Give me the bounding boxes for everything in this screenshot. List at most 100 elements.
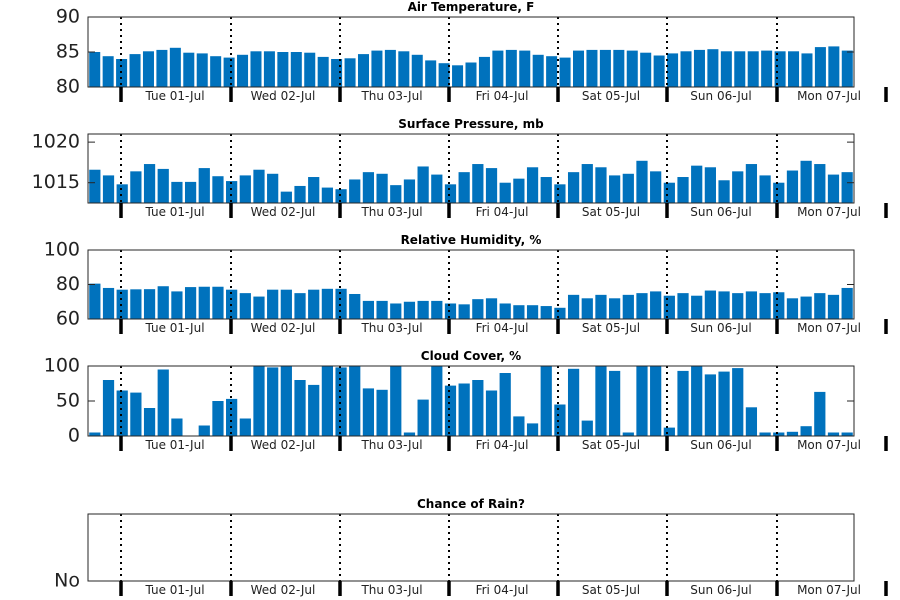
- xtick-label: Sun 06-Jul: [690, 89, 751, 103]
- bar: [526, 167, 539, 203]
- xtick-label: Thu 03-Jul: [360, 583, 422, 597]
- bar: [444, 385, 457, 436]
- ytick-label: 80: [56, 76, 80, 98]
- xtick-label: Sat 05-Jul: [582, 438, 640, 452]
- bar: [814, 293, 826, 320]
- bar: [143, 408, 156, 436]
- bar: [827, 294, 840, 319]
- bar: [677, 293, 689, 320]
- bar: [89, 432, 101, 436]
- bar: [239, 175, 251, 203]
- bar: [157, 286, 169, 319]
- bar: [349, 179, 361, 203]
- chart-panel-2: 1015 1020 Tue 01-Jul Wed 02-Jul Thu 03-Jul Fr…: [32, 117, 888, 219]
- bar: [183, 52, 195, 87]
- bar: [304, 52, 316, 87]
- bar: [129, 54, 141, 87]
- bar: [567, 172, 580, 203]
- bar: [196, 53, 208, 87]
- bar: [458, 383, 470, 436]
- bar: [513, 305, 525, 319]
- bar: [707, 49, 719, 87]
- bar: [554, 404, 566, 436]
- xtick-label: Tue 01-Jul: [144, 89, 204, 103]
- bar: [663, 295, 675, 319]
- bar: [308, 177, 320, 203]
- bar: [759, 293, 771, 320]
- bar: [237, 54, 249, 87]
- bar: [567, 368, 580, 436]
- bar: [478, 56, 490, 87]
- xtick-label: Wed 02-Jul: [251, 583, 316, 597]
- bar: [226, 398, 238, 436]
- bar: [157, 168, 169, 203]
- ytick-label: 80: [56, 273, 80, 295]
- bar: [308, 289, 320, 319]
- bar: [349, 293, 361, 319]
- bar: [650, 291, 662, 319]
- bar: [263, 51, 275, 87]
- bar: [788, 51, 800, 87]
- bar: [198, 168, 210, 203]
- bar: [398, 51, 410, 87]
- bar: [691, 295, 703, 319]
- bar: [499, 303, 511, 319]
- bar: [532, 54, 544, 87]
- xtick-label: Sun 06-Jul: [690, 205, 751, 219]
- bar: [595, 294, 607, 319]
- bar: [581, 298, 593, 319]
- bar: [677, 177, 689, 203]
- bar: [156, 49, 168, 87]
- bar: [210, 56, 222, 87]
- panel-title: Surface Pressure, mb: [398, 117, 544, 131]
- bar: [417, 300, 429, 319]
- bar: [540, 177, 552, 203]
- xtick-label: Thu 03-Jul: [360, 89, 422, 103]
- bar: [212, 401, 224, 436]
- bar: [485, 168, 498, 203]
- bar: [417, 166, 429, 203]
- bar: [622, 294, 634, 319]
- bar: [745, 291, 758, 319]
- bar: [102, 380, 115, 436]
- bar: [747, 51, 759, 87]
- bar: [376, 300, 388, 319]
- bar: [321, 366, 333, 436]
- bar: [116, 390, 128, 436]
- bar: [403, 301, 416, 319]
- ytick-label: No: [54, 570, 80, 592]
- xtick-label: Mon 07-Jul: [797, 583, 861, 597]
- bar: [814, 391, 826, 436]
- bar: [431, 300, 443, 319]
- xtick-label: Thu 03-Jul: [360, 438, 422, 452]
- bar: [827, 432, 840, 436]
- bar: [403, 432, 416, 436]
- bar: [609, 175, 621, 203]
- bar: [554, 184, 566, 203]
- bar: [143, 164, 156, 203]
- xtick-label: Mon 07-Jul: [797, 205, 861, 219]
- bar: [169, 47, 181, 87]
- bar: [526, 305, 539, 319]
- axes-box: [87, 133, 855, 204]
- bar: [513, 416, 525, 436]
- xtick-label: Tue 01-Jul: [144, 583, 204, 597]
- bar: [198, 425, 210, 436]
- bar: [102, 56, 114, 87]
- bar: [513, 178, 525, 203]
- bar: [458, 304, 470, 319]
- axes-box: [87, 513, 855, 582]
- bar: [198, 286, 210, 319]
- bar: [390, 366, 402, 436]
- xtick-label: Sun 06-Jul: [690, 583, 751, 597]
- bar: [143, 289, 156, 319]
- bar: [294, 185, 306, 203]
- bar: [253, 296, 265, 319]
- xtick-label: Mon 07-Jul: [797, 89, 861, 103]
- bar: [800, 426, 812, 436]
- xtick-label: Sat 05-Jul: [582, 205, 640, 219]
- bar: [116, 184, 128, 203]
- bar: [613, 49, 625, 87]
- bar: [499, 373, 511, 436]
- bar: [640, 52, 652, 87]
